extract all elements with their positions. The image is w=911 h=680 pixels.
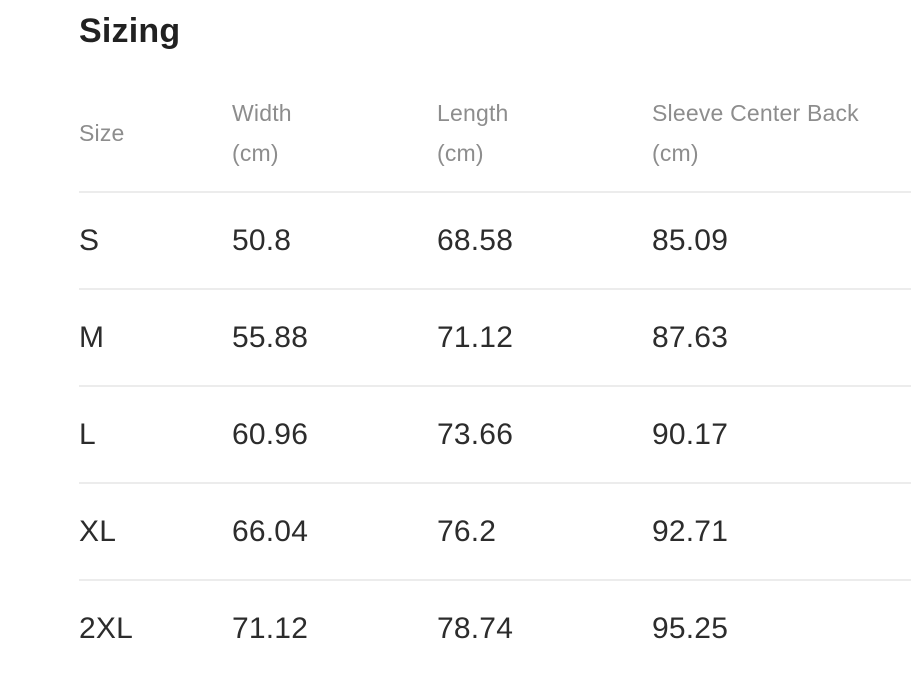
sleeve-cell: 87.63 xyxy=(652,321,729,354)
table-row: XL 66.04 76.2 92.71 xyxy=(79,483,911,580)
length-cell: 68.58 xyxy=(437,224,514,257)
sleeve-cell: 90.17 xyxy=(652,418,729,451)
length-cell: 76.2 xyxy=(437,515,497,548)
table-row: L 60.96 73.66 90.17 xyxy=(79,386,911,483)
column-label: Width xyxy=(232,100,292,126)
length-cell: 71.12 xyxy=(437,321,514,354)
table-row: M 55.88 71.12 87.63 xyxy=(79,289,911,386)
sizing-table: Size Width (cm) Length (cm) Sleeve Cente… xyxy=(79,93,911,676)
sleeve-cell: 92.71 xyxy=(652,515,729,548)
column-unit: (cm) xyxy=(232,140,279,166)
sleeve-cell: 85.09 xyxy=(652,224,729,257)
width-cell: 55.88 xyxy=(232,321,309,354)
table-row: 2XL 71.12 78.74 95.25 xyxy=(79,580,911,676)
column-header-size: Size xyxy=(79,93,232,192)
column-header-length: Length (cm) xyxy=(437,93,652,192)
table-row: S 50.8 68.58 85.09 xyxy=(79,192,911,289)
sleeve-cell: 95.25 xyxy=(652,612,729,645)
width-cell: 66.04 xyxy=(232,515,309,548)
size-cell: M xyxy=(79,321,105,354)
column-label: Size xyxy=(79,120,125,146)
size-cell: 2XL xyxy=(79,612,133,645)
width-cell: 50.8 xyxy=(232,224,292,257)
column-unit: (cm) xyxy=(652,140,699,166)
column-label: Sleeve Center Back xyxy=(652,100,859,126)
column-label: Length xyxy=(437,100,509,126)
size-cell: S xyxy=(79,224,100,257)
column-header-sleeve-center-back: Sleeve Center Back (cm) xyxy=(652,93,911,192)
length-cell: 73.66 xyxy=(437,418,514,451)
page-title: Sizing xyxy=(79,12,181,50)
column-header-width: Width (cm) xyxy=(232,93,437,192)
table-header-row: Size Width (cm) Length (cm) Sleeve Cente… xyxy=(79,93,911,192)
size-cell: XL xyxy=(79,515,117,548)
size-cell: L xyxy=(79,418,96,451)
column-unit: (cm) xyxy=(437,140,484,166)
width-cell: 60.96 xyxy=(232,418,309,451)
width-cell: 71.12 xyxy=(232,612,309,645)
length-cell: 78.74 xyxy=(437,612,514,645)
